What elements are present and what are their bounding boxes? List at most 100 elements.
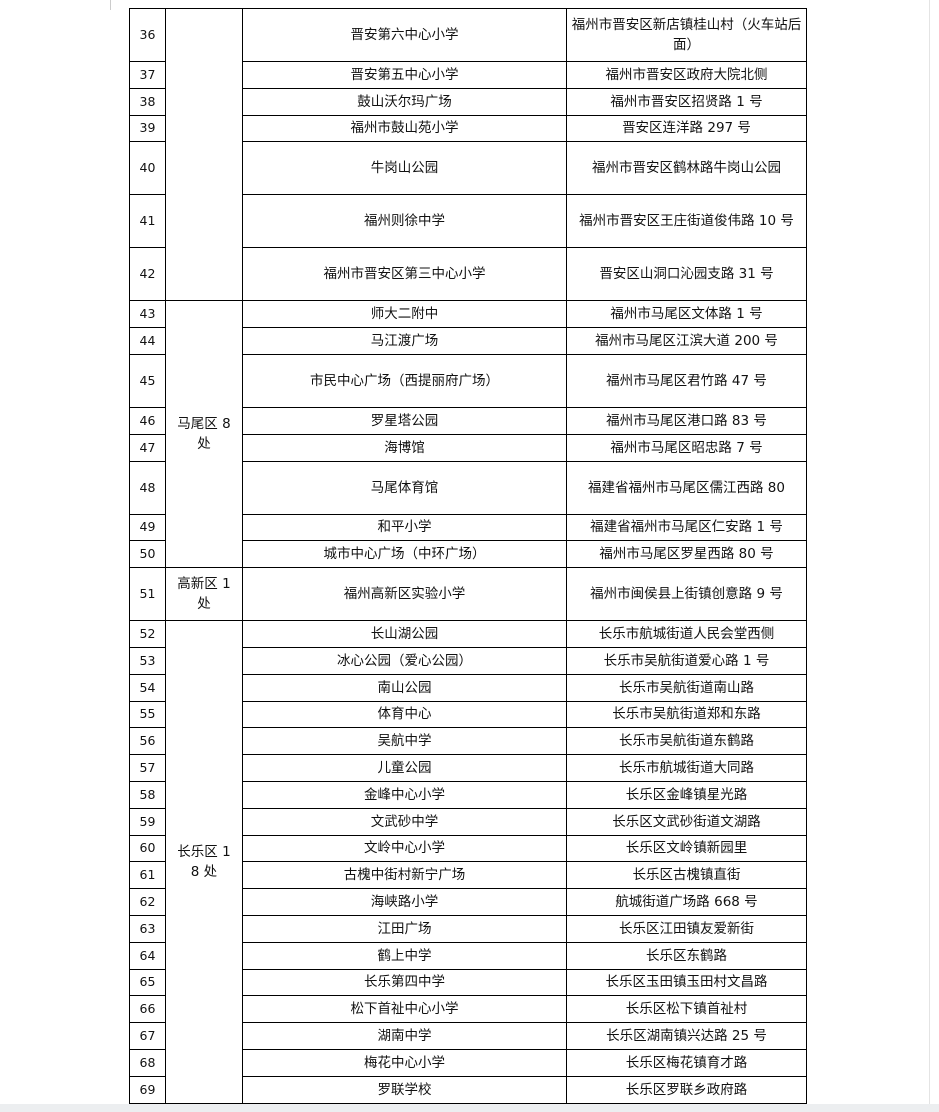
district-label: 高新区 1 处 [177, 576, 231, 613]
table-row: 46 罗星塔公园 福州市马尾区港口路 83 号 [129, 406, 807, 435]
location-name: 儿童公园 [242, 754, 567, 782]
table-row: 67 湖南中学 长乐区湖南镇兴达路 25 号 [129, 1022, 807, 1050]
location-address: 福州市马尾区港口路 83 号 [566, 406, 807, 435]
row-number: 41 [129, 194, 166, 249]
location-address: 福建省福州市马尾区仁安路 1 号 [566, 513, 807, 542]
row-number: 54 [129, 673, 166, 702]
row-number: 49 [129, 513, 166, 542]
row-number: 38 [129, 87, 166, 116]
location-name: 晋安第五中心小学 [242, 61, 567, 89]
location-name: 鼓山沃尔玛广场 [242, 87, 567, 116]
location-address: 长乐区湖南镇兴达路 25 号 [566, 1022, 807, 1050]
table-row: 63 江田广场 长乐区江田镇友爱新街 [129, 914, 807, 943]
location-address: 长乐区东鹤路 [566, 941, 807, 970]
row-number: 40 [129, 141, 166, 196]
row-number: 64 [129, 941, 166, 970]
table-row: 48 马尾体育馆 福建省福州市马尾区儒江西路 80 [129, 460, 807, 515]
district-cell [165, 7, 243, 302]
district-cell: 高新区 1 处 [165, 567, 243, 622]
location-address: 福州市晋安区新店镇桂山村（火车站后面） [566, 8, 807, 62]
row-number: 57 [129, 754, 166, 782]
location-address: 长乐市吴航街道东鹤路 [566, 727, 807, 756]
row-number: 44 [129, 327, 166, 355]
location-address: 福州市马尾区君竹路 47 号 [566, 353, 807, 408]
location-address: 福州市晋安区王庄街道俊伟路 10 号 [566, 194, 807, 249]
table-row: 65 长乐第四中学 长乐区玉田镇玉田村文昌路 [129, 968, 807, 997]
table-row: 52 长乐区 18 处 长山湖公园 长乐市航城街道人民会堂西侧 [129, 620, 807, 1104]
location-address: 长乐市吴航街道爱心路 1 号 [566, 646, 807, 675]
row-number: 69 [129, 1075, 166, 1104]
row-number: 48 [129, 460, 166, 515]
district-label: 马尾区 8 处 [177, 416, 231, 453]
row-number: 67 [129, 1022, 166, 1050]
page-edge-left [110, 0, 111, 10]
table-row: 41 福州则徐中学 福州市晋安区王庄街道俊伟路 10 号 [129, 194, 807, 249]
district-label: 长乐区 18 处 [177, 843, 231, 880]
location-name: 福州市晋安区第三中心小学 [242, 247, 567, 302]
row-number: 36 [129, 8, 166, 62]
row-number: 56 [129, 727, 166, 756]
location-name: 福州高新区实验小学 [242, 567, 567, 622]
row-number: 63 [129, 914, 166, 943]
location-address: 长乐区文岭镇新园里 [566, 834, 807, 863]
row-number: 52 [129, 620, 166, 648]
location-name: 鹤上中学 [242, 941, 567, 970]
table-row: 58 金峰中心小学 长乐区金峰镇星光路 [129, 780, 807, 809]
location-address: 长乐区松下镇首祉村 [566, 995, 807, 1024]
row-number: 39 [129, 114, 166, 143]
location-address: 福州市晋安区政府大院北侧 [566, 61, 807, 89]
table-row: 69 罗联学校 长乐区罗联乡政府路 [129, 1075, 807, 1104]
location-name: 金峰中心小学 [242, 780, 567, 809]
table-row: 61 古槐中街村新宁广场 长乐区古槐镇直街 [129, 861, 807, 890]
row-number: 43 [129, 300, 166, 329]
location-address: 福州市晋安区招贤路 1 号 [566, 87, 807, 116]
location-name: 福州市鼓山苑小学 [242, 114, 567, 143]
table-row: 68 梅花中心小学 长乐区梅花镇育才路 [129, 1048, 807, 1077]
table-row: 38 鼓山沃尔玛广场 福州市晋安区招贤路 1 号 [129, 87, 807, 116]
table-row: 37 晋安第五中心小学 福州市晋安区政府大院北侧 [129, 61, 807, 89]
location-address: 福州市马尾区罗星西路 80 号 [566, 540, 807, 569]
row-number: 59 [129, 807, 166, 836]
location-address: 福州市马尾区文体路 1 号 [566, 300, 807, 329]
location-name: 江田广场 [242, 914, 567, 943]
row-number: 66 [129, 995, 166, 1024]
location-name: 牛岗山公园 [242, 141, 567, 196]
table-row: 50 城市中心广场（中环广场） 福州市马尾区罗星西路 80 号 [129, 540, 807, 569]
location-address: 晋安区山洞口沁园支路 31 号 [566, 247, 807, 302]
location-address: 福州市晋安区鹤林路牛岗山公园 [566, 141, 807, 196]
table-row: 40 牛岗山公园 福州市晋安区鹤林路牛岗山公园 [129, 141, 807, 196]
location-address: 长乐区金峰镇星光路 [566, 780, 807, 809]
row-number: 60 [129, 834, 166, 863]
table-row: 54 南山公园 长乐市吴航街道南山路 [129, 673, 807, 702]
table-row: 45 市民中心广场（西提丽府广场） 福州市马尾区君竹路 47 号 [129, 353, 807, 408]
location-name: 罗星塔公园 [242, 406, 567, 435]
row-number: 47 [129, 433, 166, 462]
location-name: 古槐中街村新宁广场 [242, 861, 567, 890]
location-name: 体育中心 [242, 700, 567, 729]
location-address: 福州市马尾区江滨大道 200 号 [566, 327, 807, 355]
location-address: 长乐市航城街道大同路 [566, 754, 807, 782]
row-number: 50 [129, 540, 166, 569]
location-address: 长乐区文武砂街道文湖路 [566, 807, 807, 836]
location-address: 长乐市吴航街道郑和东路 [566, 700, 807, 729]
table-row: 66 松下首祉中心小学 长乐区松下镇首祉村 [129, 995, 807, 1024]
location-name: 晋安第六中心小学 [242, 8, 567, 62]
location-address: 福建省福州市马尾区儒江西路 80 [566, 460, 807, 515]
row-number: 58 [129, 780, 166, 809]
location-name: 马尾体育馆 [242, 460, 567, 515]
location-name: 福州则徐中学 [242, 194, 567, 249]
location-address: 福州市马尾区昭忠路 7 号 [566, 433, 807, 462]
location-name: 梅花中心小学 [242, 1048, 567, 1077]
table-row: 43 马尾区 8 处 师大二附中 福州市马尾区文体路 1 号 [129, 300, 807, 569]
location-address: 晋安区连洋路 297 号 [566, 114, 807, 143]
row-number: 68 [129, 1048, 166, 1077]
row-number: 53 [129, 646, 166, 675]
location-name: 文岭中心小学 [242, 834, 567, 863]
table-row: 44 马江渡广场 福州市马尾区江滨大道 200 号 [129, 327, 807, 355]
location-name: 长乐第四中学 [242, 968, 567, 997]
location-name: 马江渡广场 [242, 327, 567, 355]
table-row: 47 海博馆 福州市马尾区昭忠路 7 号 [129, 433, 807, 462]
district-cell: 长乐区 18 处 [165, 620, 243, 1104]
row-number: 42 [129, 247, 166, 302]
location-name: 长山湖公园 [242, 620, 567, 648]
